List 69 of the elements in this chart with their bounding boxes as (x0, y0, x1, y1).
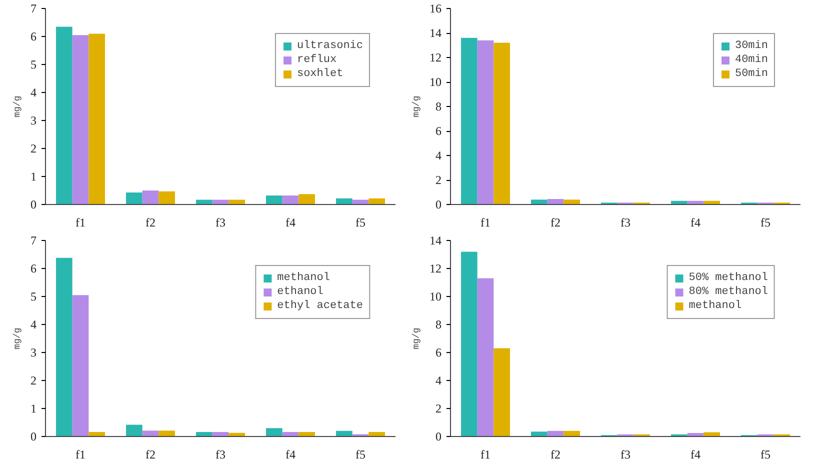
y-tick-label: 2 (436, 402, 442, 416)
x-tick-label: f4 (286, 448, 296, 462)
y-tick-label: 7 (30, 2, 36, 16)
y-tick-label: 2 (30, 142, 36, 156)
legend-label: reflux (296, 54, 337, 66)
x-tick-label: f5 (760, 448, 770, 462)
y-tick-label: 0 (436, 198, 442, 212)
legend-label: 50min (734, 68, 768, 80)
legend-label: methanol (277, 272, 330, 284)
y-tick-label: 12 (430, 262, 442, 276)
y-axis-title: mg/g (12, 328, 22, 350)
y-tick-label: 5 (30, 290, 36, 304)
x-tick-label: f5 (356, 448, 366, 462)
x-tick-label: f3 (620, 216, 630, 230)
x-tick-label: f5 (356, 216, 366, 230)
legend-label: 50% methanol (688, 272, 768, 284)
x-tick-label: f2 (146, 448, 156, 462)
y-tick-label: 8 (436, 100, 442, 114)
y-axis-title: mg/g (12, 96, 22, 118)
y-tick-label: 6 (30, 262, 36, 276)
y-tick-label: 6 (30, 30, 36, 44)
y-tick-label: 7 (30, 234, 36, 248)
y-tick-label: 1 (30, 170, 36, 184)
y-tick-label: 10 (430, 290, 442, 304)
x-tick-label: f1 (76, 448, 86, 462)
y-axis-title: mg/g (412, 328, 422, 350)
y-tick-label: 8 (436, 318, 442, 332)
x-tick-label: f1 (480, 216, 490, 230)
x-tick-label: f3 (216, 448, 226, 462)
y-tick-label: 4 (436, 148, 442, 162)
y-tick-label: 0 (30, 430, 36, 444)
y-axis-title: mg/g (412, 96, 422, 118)
x-tick-label: f1 (76, 216, 86, 230)
y-tick-label: 16 (430, 2, 442, 16)
y-tick-label: 2 (30, 374, 36, 388)
y-tick-label: 3 (30, 114, 36, 128)
x-tick-label: f3 (620, 448, 630, 462)
legend-label: 80% methanol (688, 286, 768, 298)
y-tick-label: 4 (436, 374, 442, 388)
legend-label: ethanol (277, 286, 324, 298)
legend-label: soxhlet (296, 68, 344, 80)
y-tick-label: 6 (436, 124, 442, 138)
y-tick-label: 14 (430, 26, 442, 40)
y-tick-label: 6 (436, 346, 442, 360)
legend-label: ultrasonic (296, 40, 363, 52)
y-tick-label: 1 (30, 402, 36, 416)
legend-label: methanol (688, 300, 742, 312)
x-tick-label: f3 (216, 216, 226, 230)
y-tick-label: 5 (30, 58, 36, 72)
x-tick-label: f2 (550, 448, 560, 462)
x-tick-label: f1 (480, 448, 490, 462)
y-tick-label: 0 (30, 198, 36, 212)
x-tick-label: f4 (690, 448, 700, 462)
y-tick-label: 14 (430, 234, 442, 248)
legend-label: 30min (734, 40, 768, 52)
y-tick-label: 4 (30, 86, 36, 100)
y-tick-label: 12 (430, 50, 442, 64)
legend-label: ethyl acetate (277, 300, 363, 312)
y-tick-label: 3 (30, 346, 36, 360)
y-tick-label: 2 (436, 173, 442, 187)
y-tick-label: 0 (436, 430, 442, 444)
y-tick-label: 4 (30, 318, 36, 332)
legend-label: 40min (734, 54, 768, 66)
x-tick-label: f4 (286, 216, 296, 230)
x-tick-label: f2 (550, 216, 560, 230)
x-tick-label: f2 (146, 216, 156, 230)
x-tick-label: f4 (690, 216, 700, 230)
y-tick-label: 10 (430, 75, 442, 89)
x-tick-label: f5 (760, 216, 770, 230)
